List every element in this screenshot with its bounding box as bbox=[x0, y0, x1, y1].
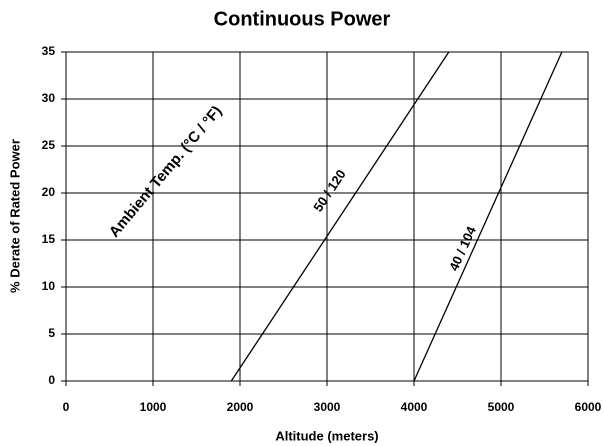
x-axis-label: Altitude (meters) bbox=[275, 428, 378, 443]
x-tick-label: 5000 bbox=[488, 400, 515, 414]
x-tick-label: 2000 bbox=[227, 400, 254, 414]
x-tick-label: 0 bbox=[63, 400, 70, 414]
y-tick-label: 15 bbox=[42, 232, 56, 246]
line-series bbox=[230, 51, 450, 382]
y-tick-label: 35 bbox=[42, 44, 56, 58]
series-label: 50 / 120 bbox=[310, 167, 348, 214]
x-tick-label: 4000 bbox=[401, 400, 428, 414]
y-axis-label: % Derate of Rated Power bbox=[7, 139, 22, 293]
x-tick-label: 3000 bbox=[314, 400, 341, 414]
x-tick-label: 6000 bbox=[575, 400, 602, 414]
y-tick-label: 5 bbox=[48, 326, 55, 340]
y-tick-label: 0 bbox=[48, 373, 55, 387]
y-tick-label: 10 bbox=[42, 279, 56, 293]
chart-title: Continuous Power bbox=[214, 8, 391, 30]
line-series bbox=[413, 51, 563, 382]
plot-frame bbox=[65, 51, 589, 382]
y-tick-label: 25 bbox=[42, 138, 56, 152]
x-tick-label: 1000 bbox=[140, 400, 167, 414]
y-tick-label: 30 bbox=[42, 91, 56, 105]
y-tick-label: 20 bbox=[42, 185, 56, 199]
annotation: Ambient Temp. (°C / °F) bbox=[106, 103, 226, 241]
